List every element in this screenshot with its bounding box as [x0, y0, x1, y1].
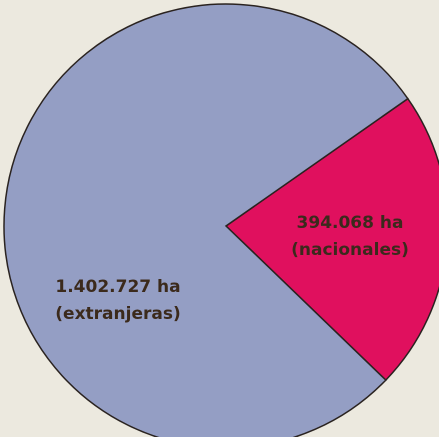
pie-slice	[224, 97, 439, 382]
slice-value-label: 1.402.727 ha	[55, 277, 180, 297]
slice-category-label: (extranjeras)	[55, 304, 180, 324]
slice-value-label: 394.068 ha	[297, 213, 404, 233]
slice-category-label: (nacionales)	[291, 240, 409, 260]
pie-slice	[3, 3, 409, 437]
